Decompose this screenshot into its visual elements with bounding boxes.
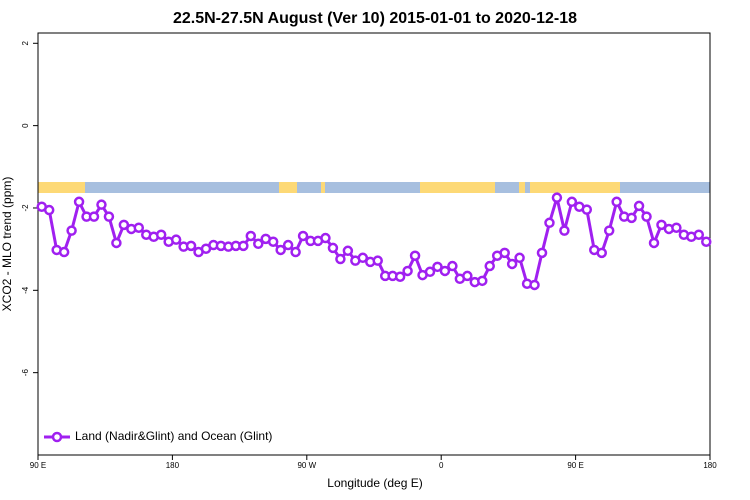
series-point — [320, 232, 331, 244]
series-point — [394, 271, 406, 282]
series-point — [559, 225, 570, 236]
series-point — [551, 192, 563, 203]
series-point — [267, 236, 279, 247]
series-point — [536, 247, 548, 259]
series-point — [462, 270, 473, 282]
y-axis-label: XCO2 - MLO trend (ppm) — [0, 177, 14, 312]
series-point — [327, 242, 339, 254]
series-point — [477, 275, 488, 287]
series-point — [566, 196, 578, 208]
series-point — [596, 247, 607, 259]
series-point — [357, 252, 369, 264]
series-point — [170, 234, 182, 245]
series-point — [641, 211, 652, 222]
land-band — [519, 182, 525, 193]
x-tick-label: 180 — [166, 461, 180, 470]
series-point — [648, 237, 660, 249]
x-tick-label: 90 W — [297, 461, 316, 470]
series-point — [671, 222, 682, 233]
series-point — [432, 261, 443, 273]
land-band — [38, 182, 85, 193]
series-point — [484, 260, 495, 272]
series-point — [409, 250, 421, 261]
series-point — [253, 238, 264, 250]
series-point — [238, 240, 249, 252]
x-axis-label: Longitude (deg E) — [327, 476, 422, 490]
series-point — [506, 258, 518, 270]
chart-title: 22.5N-27.5N August (Ver 10) 2015-01-01 t… — [173, 10, 577, 27]
series-point — [155, 229, 167, 240]
series-point — [701, 236, 712, 247]
series-point — [656, 219, 667, 231]
series-point — [96, 199, 107, 210]
series-point — [66, 225, 77, 236]
y-tick-label: -2 — [21, 204, 30, 212]
series-point — [335, 253, 346, 265]
plot-frame — [37, 32, 711, 456]
series-point — [111, 237, 122, 249]
y-tick-label: 0 — [21, 123, 30, 128]
series-point — [633, 200, 645, 212]
series-line — [41, 191, 708, 287]
legend-marker — [51, 431, 63, 443]
series-point — [58, 246, 70, 258]
land-band — [530, 182, 620, 193]
series-point — [88, 211, 100, 222]
series-point — [693, 229, 705, 240]
series-point — [439, 265, 451, 277]
series-point — [529, 279, 540, 291]
land-band — [321, 182, 325, 193]
series-point — [43, 204, 55, 216]
land-band — [279, 182, 297, 193]
series-point — [447, 260, 458, 272]
series-point — [185, 240, 197, 252]
series-point — [499, 247, 510, 259]
series-point — [424, 266, 436, 278]
series-point — [290, 246, 301, 258]
series-point — [103, 211, 115, 222]
series-point — [118, 219, 130, 231]
x-tick-label: 90 E — [567, 461, 583, 470]
series-point — [275, 244, 286, 256]
series-point — [626, 212, 637, 224]
legend-label: Land (Nadir&Glint) and Ocean (Glint) — [75, 429, 272, 443]
series-point — [342, 245, 354, 257]
series-point — [581, 204, 593, 215]
y-tick-label: 2 — [21, 41, 30, 46]
x-tick-label: 0 — [439, 461, 444, 470]
series-point — [245, 230, 257, 242]
series-point — [297, 230, 309, 242]
land-band — [420, 182, 495, 193]
y-tick-label: -6 — [21, 369, 30, 377]
series-point — [544, 217, 555, 229]
series-point — [603, 225, 615, 236]
series-point — [402, 265, 413, 277]
land-ocean-band — [38, 182, 710, 193]
ocean-band — [38, 182, 710, 193]
x-tick-label: 180 — [703, 461, 717, 470]
series-point — [611, 196, 622, 208]
series-point — [282, 239, 294, 251]
series-point — [133, 222, 145, 233]
series-point — [73, 196, 85, 208]
y-tick-label: -4 — [21, 286, 30, 294]
series-point — [514, 252, 525, 264]
x-tick-label: 90 E — [30, 461, 46, 470]
series-point — [372, 255, 383, 266]
